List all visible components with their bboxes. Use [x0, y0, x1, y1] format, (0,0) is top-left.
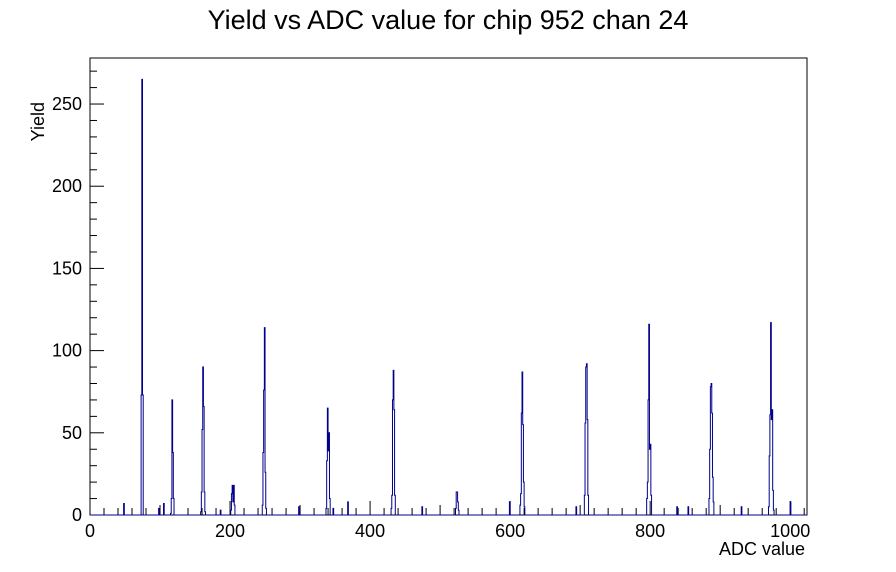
- plot-frame: [89, 57, 808, 516]
- y-tick-label: 150: [52, 258, 82, 278]
- x-tick-label: 0: [85, 521, 95, 541]
- y-tick-label: 200: [52, 176, 82, 196]
- x-tick-label: 800: [635, 521, 665, 541]
- y-tick-label: 100: [52, 341, 82, 361]
- chart-title: Yield vs ADC value for chip 952 chan 24: [208, 5, 689, 35]
- tick-labels: 0 200 400 600 800 1000 0 50 100 150 200 250: [52, 94, 810, 541]
- x-tick-label: 200: [215, 521, 245, 541]
- x-tick-label: 600: [495, 521, 525, 541]
- x-tick-label: 1000: [770, 521, 810, 541]
- histogram-series: [90, 78, 807, 516]
- y-axis-label: Yield: [28, 102, 48, 141]
- axis-ticks: [89, 70, 805, 516]
- x-tick-label: 400: [355, 521, 385, 541]
- y-tick-label: 250: [52, 94, 82, 114]
- x-axis-label: ADC value: [719, 539, 805, 559]
- y-tick-label: 0: [72, 505, 82, 525]
- y-tick-label: 50: [62, 423, 82, 443]
